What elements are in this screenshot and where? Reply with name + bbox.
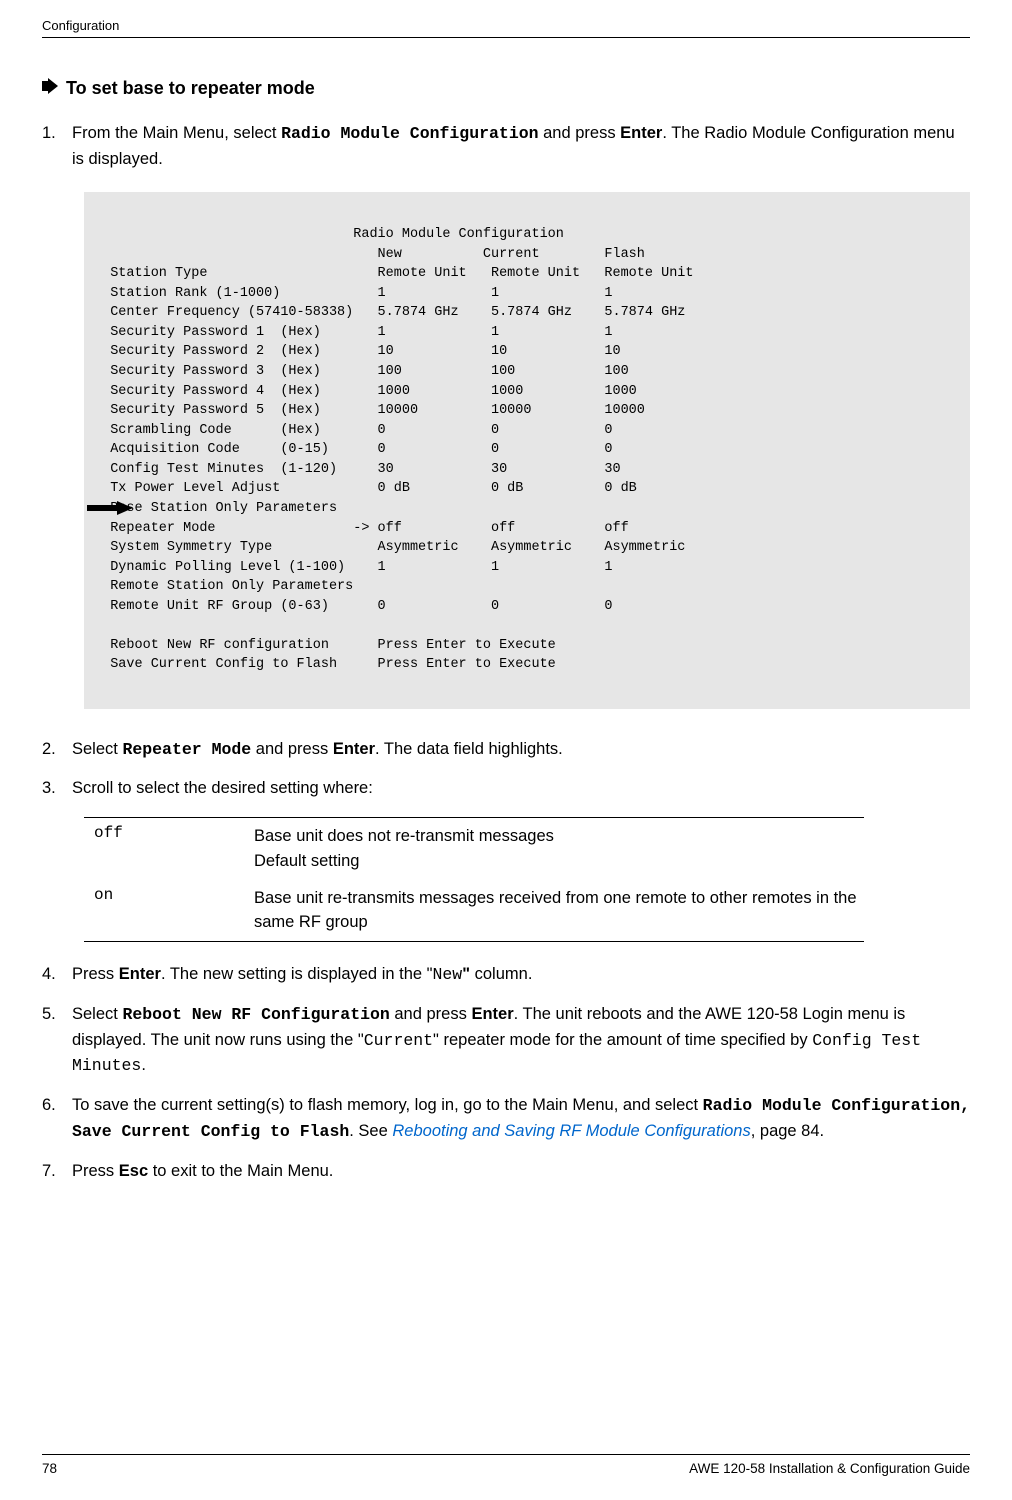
step-number: 2. [42, 737, 72, 763]
pointer-icon [42, 76, 58, 101]
settings-val: Base unit re-transmits messages received… [254, 886, 864, 936]
step-number: 1. [42, 121, 72, 172]
page-footer: 78 AWE 120-58 Installation & Configurati… [42, 1454, 970, 1476]
settings-table: off Base unit does not re-transmit messa… [84, 817, 864, 942]
step-6: 6. To save the current setting(s) to fla… [42, 1093, 970, 1145]
step-number: 5. [42, 1002, 72, 1079]
running-header: Configuration [42, 18, 970, 33]
step-2: 2. Select Repeater Mode and press Enter.… [42, 737, 970, 763]
step-1: 1. From the Main Menu, select Radio Modu… [42, 121, 970, 172]
step-text: Press Esc to exit to the Main Menu. [72, 1159, 970, 1184]
section-title-text: To set base to repeater mode [66, 78, 315, 99]
settings-key: off [84, 824, 254, 874]
settings-row-off: off Base unit does not re-transmit messa… [84, 818, 864, 880]
step-text: Scroll to select the desired setting whe… [72, 776, 970, 801]
step-text: Select Repeater Mode and press Enter. Th… [72, 737, 970, 763]
step-number: 6. [42, 1093, 72, 1145]
header-rule [42, 37, 970, 38]
step-number: 4. [42, 962, 72, 988]
cross-reference-link[interactable]: Rebooting and Saving RF Module Configura… [392, 1122, 750, 1140]
page-number: 78 [42, 1461, 57, 1476]
step-text: From the Main Menu, select Radio Module … [72, 121, 970, 172]
step-number: 7. [42, 1159, 72, 1184]
step-text: To save the current setting(s) to flash … [72, 1093, 970, 1145]
step-number: 3. [42, 776, 72, 801]
section-title: To set base to repeater mode [42, 76, 970, 101]
arrow-marker-icon [38, 482, 133, 543]
step-text: Select Reboot New RF Configuration and p… [72, 1002, 970, 1079]
config-screen: Radio Module Configuration New Current F… [84, 192, 970, 709]
step-text: Press Enter. The new setting is displaye… [72, 962, 970, 988]
step-3: 3. Scroll to select the desired setting … [42, 776, 970, 801]
config-screen-text: Radio Module Configuration New Current F… [94, 227, 694, 672]
settings-val: Base unit does not re-transmit messagesD… [254, 824, 864, 874]
step-7: 7. Press Esc to exit to the Main Menu. [42, 1159, 970, 1184]
step-5: 5. Select Reboot New RF Configuration an… [42, 1002, 970, 1079]
document-title: AWE 120-58 Installation & Configuration … [689, 1461, 970, 1476]
step-4: 4. Press Enter. The new setting is displ… [42, 962, 970, 988]
settings-row-on: on Base unit re-transmits messages recei… [84, 880, 864, 942]
settings-key: on [84, 886, 254, 936]
